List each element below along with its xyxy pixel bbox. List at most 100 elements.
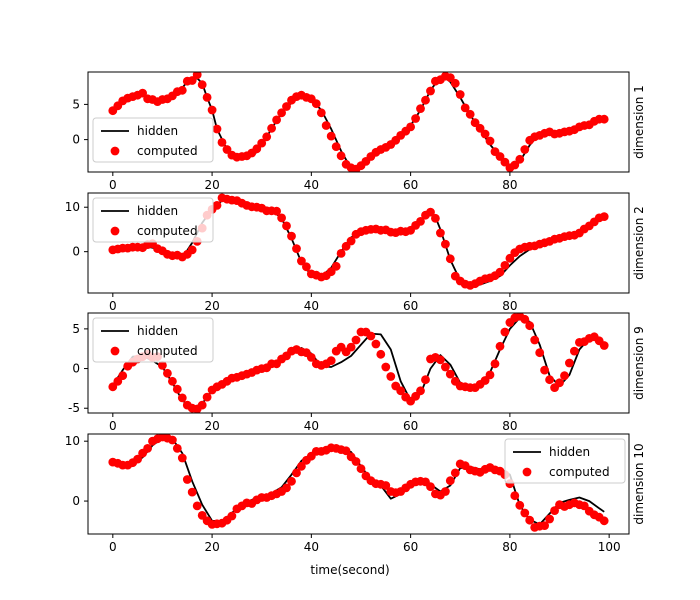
computed-point bbox=[396, 386, 406, 396]
y-tick-label: 0 bbox=[72, 245, 80, 259]
computed-point bbox=[207, 105, 217, 115]
legend-label-computed: computed bbox=[549, 465, 610, 479]
computed-point bbox=[555, 378, 564, 388]
computed-point bbox=[277, 213, 286, 223]
computed-point bbox=[336, 249, 346, 258]
computed-point bbox=[168, 376, 177, 386]
x-tick-label: 0 bbox=[109, 419, 117, 433]
legend-label-hidden: hidden bbox=[137, 324, 178, 338]
computed-point bbox=[500, 327, 510, 337]
computed-point bbox=[525, 321, 535, 331]
computed-point bbox=[336, 151, 346, 161]
computed-point bbox=[311, 99, 321, 109]
computed-point bbox=[202, 93, 212, 102]
legend-marker-swatch bbox=[522, 467, 532, 477]
x-tick-label: 60 bbox=[403, 299, 418, 313]
computed-point bbox=[321, 121, 331, 130]
computed-point bbox=[520, 508, 530, 518]
x-tick-label: 60 bbox=[403, 540, 418, 554]
panel-2: 0 20 40 60 80 0 10 dimension 2 hidden computed bbox=[65, 192, 646, 313]
computed-point bbox=[282, 483, 291, 493]
computed-point bbox=[485, 136, 495, 146]
y-tick-label: 0 bbox=[72, 362, 80, 376]
x-tick-label: 60 bbox=[403, 178, 418, 192]
legend-box bbox=[92, 317, 214, 363]
x-tick-label: 80 bbox=[502, 299, 517, 313]
computed-point bbox=[455, 90, 465, 99]
computed-point bbox=[599, 114, 609, 124]
computed-point bbox=[351, 457, 361, 466]
legend: hidden computed bbox=[92, 197, 214, 243]
computed-point bbox=[272, 206, 281, 216]
computed-point bbox=[292, 244, 301, 254]
x-tick-label: 100 bbox=[598, 540, 621, 554]
y-tick-label: 5 bbox=[72, 97, 80, 111]
computed-point bbox=[520, 314, 530, 324]
computed-point bbox=[316, 108, 326, 118]
computed-point bbox=[599, 341, 609, 350]
computed-point bbox=[510, 160, 520, 170]
panel-4: 0 20 40 60 80 100 0 10 dimension 10 hidden compute… bbox=[65, 433, 646, 554]
computed-point bbox=[426, 207, 435, 217]
computed-point bbox=[346, 342, 356, 352]
computed-point bbox=[545, 514, 554, 524]
computed-point bbox=[445, 73, 455, 82]
computed-point bbox=[187, 245, 197, 255]
y-tick-label: -5 bbox=[68, 401, 80, 415]
computed-point bbox=[351, 335, 361, 345]
computed-point bbox=[515, 500, 525, 510]
computed-point bbox=[282, 102, 291, 111]
computed-point bbox=[550, 506, 559, 515]
computed-point bbox=[346, 236, 356, 246]
computed-point bbox=[545, 375, 554, 385]
plot-area bbox=[108, 72, 609, 172]
x-tick-label: 40 bbox=[304, 178, 319, 192]
computed-point bbox=[133, 454, 143, 464]
computed-point bbox=[297, 461, 306, 471]
legend-label-computed: computed bbox=[137, 144, 198, 158]
computed-point bbox=[168, 435, 177, 445]
legend-label-hidden: hidden bbox=[549, 445, 590, 459]
computed-point bbox=[436, 228, 445, 238]
computed-point bbox=[485, 370, 495, 380]
computed-point bbox=[282, 221, 291, 231]
computed-point bbox=[525, 515, 535, 525]
computed-point bbox=[197, 80, 207, 90]
computed-point bbox=[441, 487, 450, 496]
panel-1: 0 20 40 60 80 0 5 dimension 1 hidden computed bbox=[72, 71, 646, 192]
computed-point bbox=[356, 464, 366, 474]
computed-point bbox=[445, 254, 455, 264]
computed-point bbox=[510, 491, 520, 501]
computed-point bbox=[475, 123, 485, 133]
computed-point bbox=[341, 446, 351, 456]
x-tick-label: 0 bbox=[109, 540, 117, 554]
legend-label-hidden: hidden bbox=[137, 124, 178, 138]
computed-point bbox=[252, 144, 262, 154]
computed-point bbox=[297, 256, 306, 266]
y-axis-label: dimension 9 bbox=[632, 326, 646, 400]
computed-point bbox=[445, 369, 455, 379]
computed-point bbox=[326, 131, 336, 141]
computed-point bbox=[426, 86, 435, 96]
legend-label-hidden: hidden bbox=[137, 204, 178, 218]
computed-point bbox=[187, 487, 197, 497]
computed-point bbox=[287, 231, 296, 241]
x-tick-label: 20 bbox=[204, 299, 219, 313]
computed-point bbox=[500, 157, 510, 167]
x-tick-label: 40 bbox=[304, 419, 319, 433]
computed-point bbox=[306, 353, 316, 362]
computed-point bbox=[406, 122, 415, 132]
computed-point bbox=[187, 76, 197, 85]
computed-point bbox=[326, 356, 336, 365]
legend-marker-swatch bbox=[110, 146, 120, 156]
computed-point bbox=[535, 348, 545, 358]
computed-point bbox=[182, 475, 192, 484]
computed-point bbox=[421, 375, 430, 385]
x-tick-label: 0 bbox=[109, 178, 117, 192]
computed-point bbox=[436, 355, 445, 365]
computed-point bbox=[197, 400, 207, 410]
x-tick-label: 20 bbox=[204, 540, 219, 554]
computed-point bbox=[416, 386, 425, 396]
computed-point bbox=[172, 384, 182, 394]
legend-marker-swatch bbox=[110, 346, 120, 356]
